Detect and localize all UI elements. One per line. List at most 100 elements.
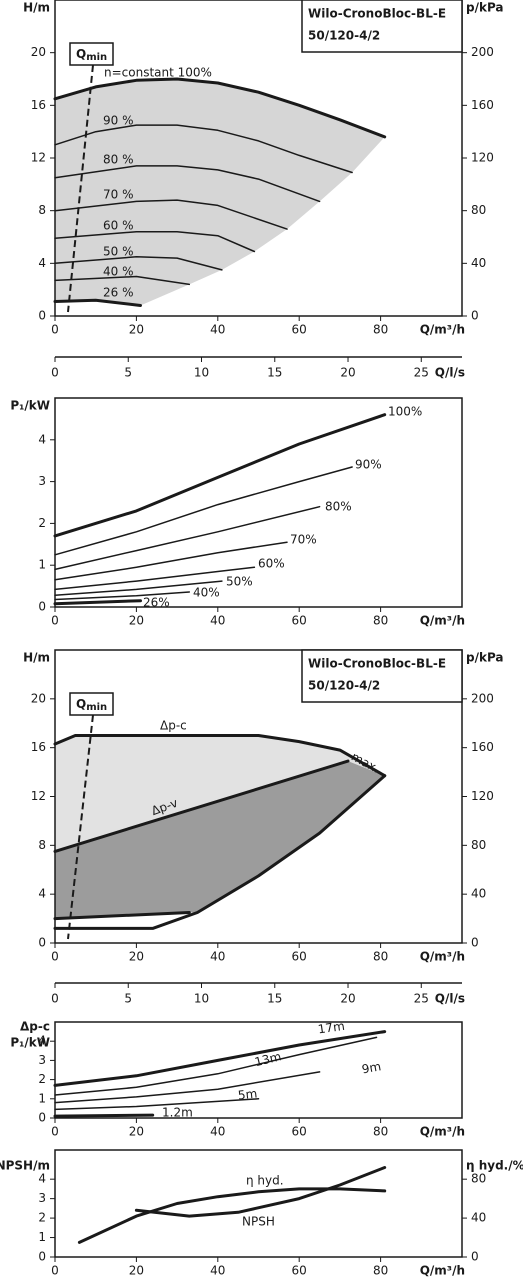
curve-label: NPSH (242, 1215, 275, 1229)
y-tick-label: 0 (38, 936, 46, 950)
curve (54, 124, 353, 174)
y-axis-label: P₁/kW (10, 399, 50, 413)
control-range-dark (55, 761, 385, 919)
x-tick-label: 80 (373, 323, 388, 337)
x2-tick-label: 20 (340, 366, 355, 380)
curve-label: 9m (361, 1059, 382, 1076)
x2-axis-label: Q/l/s (435, 992, 465, 1006)
curve-label: 80% (325, 500, 352, 514)
x-tick-label: 80 (373, 614, 388, 628)
qmin-box (69, 692, 114, 716)
y-axis-label: P₁/kW (10, 1036, 50, 1050)
qmin-line (67, 714, 94, 940)
curve (54, 591, 191, 601)
x-tick-label: 0 (51, 614, 59, 628)
x2-tick-label: 15 (267, 366, 282, 380)
curve (53, 1113, 155, 1118)
x-tick-label: 0 (51, 1264, 59, 1278)
curve (77, 1187, 387, 1244)
curve-label: 5m (237, 1087, 258, 1103)
x2-tick-label: 25 (414, 992, 429, 1006)
curve-label: η hyd. (246, 1174, 284, 1188)
y-tick-label: 8 (38, 838, 46, 852)
x-tick-label: 60 (292, 1264, 307, 1278)
y-tick-label: 4 (38, 1172, 46, 1186)
y-tick-label: 16 (31, 98, 46, 112)
x-tick-label: 80 (373, 950, 388, 964)
x-tick-label: 20 (129, 1264, 144, 1278)
curve-label: 70% (290, 533, 317, 547)
title-box (301, 0, 463, 53)
y2-tick-label: 200 (471, 691, 494, 705)
y-tick-label: 0 (38, 1250, 46, 1264)
qmin-label: Qmin (76, 697, 107, 714)
x-axis-label: Q/m³/h (420, 323, 465, 337)
qmin-line (67, 64, 94, 313)
x-tick-label: 20 (129, 614, 144, 628)
x-tick-label: 0 (51, 1125, 59, 1139)
x-tick-label: 0 (51, 323, 59, 337)
y-tick-label: 2 (38, 516, 46, 530)
curve-label: n=constant 100% (104, 66, 212, 80)
y-tick-label: 0 (38, 309, 46, 323)
y-axis-label: H/m (23, 651, 50, 665)
x2-tick-label: 0 (51, 366, 59, 380)
y-tick-label: 2 (38, 1211, 46, 1225)
curve (54, 580, 223, 597)
y-tick-label: 4 (38, 432, 46, 446)
curve (53, 77, 387, 139)
y-tick-label: 0 (38, 1111, 46, 1125)
x2-tick-label: 10 (194, 992, 209, 1006)
curve (53, 734, 387, 778)
qmin-subscript: min (86, 52, 107, 63)
x-tick-label: 40 (210, 1125, 225, 1139)
chart-title: 50/120-4/2 (308, 29, 380, 43)
curve-label: 100% (388, 405, 422, 419)
x-tick-label: 0 (51, 950, 59, 964)
x2-tick-label: 5 (124, 992, 132, 1006)
x2-tick-label: 0 (51, 992, 59, 1006)
y2-tick-label: 0 (471, 309, 479, 323)
curve-label: 1.2m (162, 1106, 193, 1120)
curve (53, 413, 387, 538)
y-tick-label: 3 (38, 1191, 46, 1205)
curve-label: 17m (317, 1019, 346, 1037)
curve (54, 466, 353, 556)
curve-label: 90 % (103, 114, 134, 128)
x2-tick-label: 5 (124, 366, 132, 380)
y-tick-label: 3 (38, 1053, 46, 1067)
curve-label: 13m (253, 1049, 283, 1069)
y-tick-label: 20 (31, 691, 46, 705)
qmin-subscript: min (86, 702, 107, 713)
plot-frame (54, 1021, 463, 1119)
title-box (301, 649, 463, 703)
qmin-symbol: Q (76, 697, 86, 711)
x-tick-label: 20 (129, 950, 144, 964)
y-tick-label: 3 (38, 474, 46, 488)
curve-label: 50 % (103, 245, 134, 259)
curve-label: Δp-c (160, 719, 187, 733)
curve (53, 911, 191, 921)
curve (54, 1036, 378, 1096)
y2-tick-label: 40 (471, 1211, 486, 1225)
y-tick-label: 4 (38, 1034, 46, 1048)
y2-axis-label: p/kPa (466, 1, 504, 15)
x-tick-label: 40 (210, 614, 225, 628)
x2-tick-label: 15 (267, 992, 282, 1006)
x-axis-label: Q/m³/h (420, 1125, 465, 1139)
chart-title: Wilo-CronoBloc-BL-E (308, 657, 446, 671)
x-tick-label: 40 (210, 1264, 225, 1278)
curve (53, 599, 142, 606)
y2-axis-label: p/kPa (466, 651, 504, 665)
y-axis-label: NPSH/m (0, 1159, 50, 1173)
x-tick-label: 80 (373, 1125, 388, 1139)
y2-tick-label: 0 (471, 936, 479, 950)
qmin-box (69, 42, 114, 66)
curve-label: 26 % (103, 286, 134, 300)
x2-tick-label: 10 (194, 366, 209, 380)
curve-label: 90% (355, 458, 382, 472)
plot-frame (54, 397, 463, 608)
y-tick-label: 4 (38, 256, 46, 270)
qmin-symbol: Q (76, 47, 86, 61)
